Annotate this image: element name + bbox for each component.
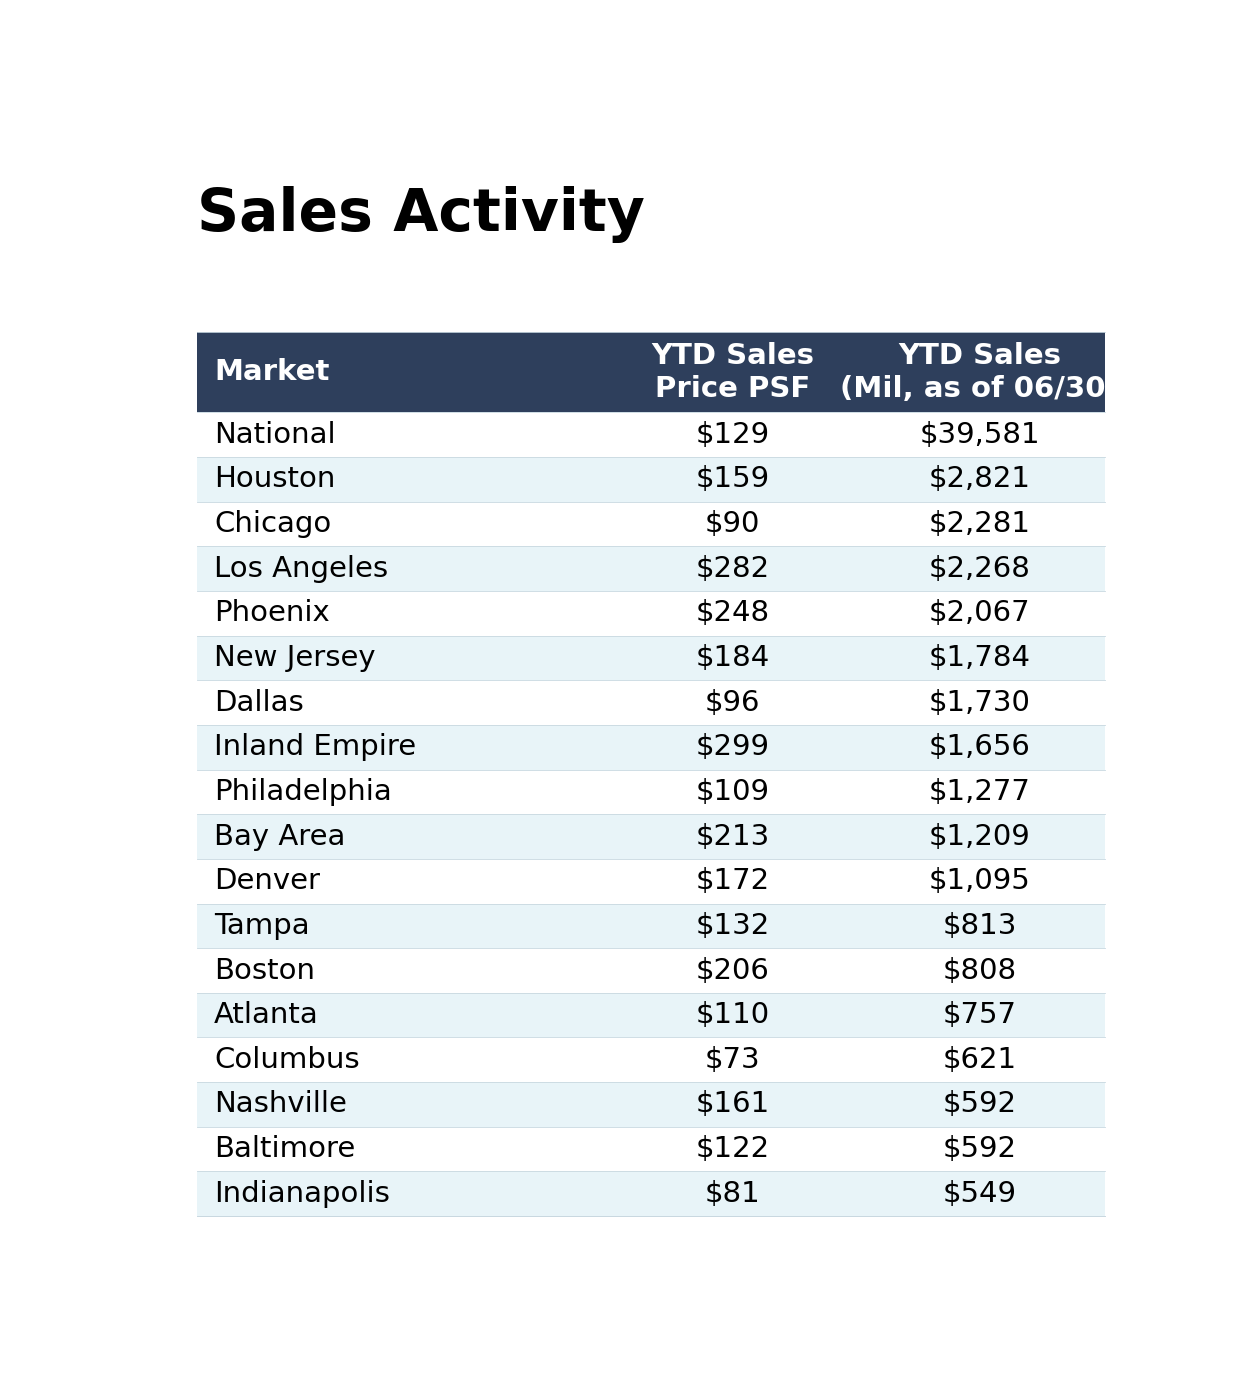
Text: $213: $213 (696, 823, 770, 851)
Text: National: National (214, 421, 335, 448)
Text: Houston: Houston (214, 465, 335, 493)
Bar (197, 591, 1105, 636)
Text: YTD Sales
Price PSF: YTD Sales Price PSF (651, 341, 814, 403)
Text: Boston: Boston (214, 956, 315, 984)
Text: $159: $159 (696, 465, 770, 493)
Text: $282: $282 (696, 555, 770, 583)
Bar (197, 1037, 1105, 1083)
Text: $248: $248 (696, 600, 770, 627)
Bar (197, 680, 1105, 725)
Text: $2,821: $2,821 (929, 465, 1031, 493)
Text: Inland Empire: Inland Empire (214, 733, 416, 761)
Bar (197, 769, 1105, 815)
Text: $621: $621 (942, 1045, 1017, 1074)
Text: Nashville: Nashville (214, 1091, 346, 1119)
Text: $109: $109 (696, 777, 770, 806)
Text: $1,277: $1,277 (929, 777, 1031, 806)
Text: Sales Activity: Sales Activity (197, 186, 644, 243)
Text: Philadelphia: Philadelphia (214, 777, 392, 806)
Bar (197, 501, 1105, 547)
Text: $2,268: $2,268 (929, 555, 1031, 583)
Text: $1,656: $1,656 (929, 733, 1031, 761)
Text: Dallas: Dallas (214, 688, 304, 716)
Text: $122: $122 (696, 1135, 770, 1163)
Text: Market: Market (214, 358, 330, 386)
Text: $206: $206 (696, 956, 770, 984)
Text: $592: $592 (942, 1091, 1017, 1119)
Text: Baltimore: Baltimore (214, 1135, 355, 1163)
Text: $39,581: $39,581 (920, 421, 1041, 448)
Text: Columbus: Columbus (214, 1045, 360, 1074)
Text: $161: $161 (696, 1091, 770, 1119)
Text: $96: $96 (704, 688, 760, 716)
Bar (197, 904, 1105, 948)
Text: Phoenix: Phoenix (214, 600, 330, 627)
Bar (197, 332, 1105, 412)
Text: $81: $81 (704, 1180, 760, 1208)
Text: Denver: Denver (214, 868, 320, 895)
Text: $172: $172 (696, 868, 770, 895)
Text: $592: $592 (942, 1135, 1017, 1163)
Bar (197, 457, 1105, 501)
Bar (197, 948, 1105, 992)
Bar (197, 859, 1105, 904)
Text: $1,784: $1,784 (929, 644, 1031, 672)
Bar (197, 1171, 1105, 1216)
Text: $90: $90 (704, 509, 760, 539)
Text: $757: $757 (942, 1001, 1017, 1029)
Text: $184: $184 (696, 644, 770, 672)
Bar (197, 992, 1105, 1037)
Bar (197, 636, 1105, 680)
Text: $813: $813 (942, 912, 1017, 940)
Text: Indianapolis: Indianapolis (214, 1180, 391, 1208)
Bar (197, 815, 1105, 859)
Text: New Jersey: New Jersey (214, 644, 375, 672)
Bar (197, 412, 1105, 457)
Text: $299: $299 (696, 733, 770, 761)
Text: $2,067: $2,067 (929, 600, 1031, 627)
Text: $129: $129 (696, 421, 770, 448)
Text: Atlanta: Atlanta (214, 1001, 319, 1029)
Text: $110: $110 (696, 1001, 770, 1029)
Text: Tampa: Tampa (214, 912, 310, 940)
Text: Chicago: Chicago (214, 509, 331, 539)
Text: YTD Sales
(Mil, as of 06/30): YTD Sales (Mil, as of 06/30) (840, 341, 1119, 403)
Text: $132: $132 (696, 912, 770, 940)
Text: Los Angeles: Los Angeles (214, 555, 388, 583)
Text: Bay Area: Bay Area (214, 823, 345, 851)
Text: $808: $808 (942, 956, 1017, 984)
Bar (197, 1127, 1105, 1171)
Bar (197, 547, 1105, 591)
Text: $2,281: $2,281 (929, 509, 1031, 539)
Bar (197, 725, 1105, 769)
Text: $1,209: $1,209 (929, 823, 1031, 851)
Text: $549: $549 (942, 1180, 1017, 1208)
Text: $1,095: $1,095 (929, 868, 1031, 895)
Bar (197, 1083, 1105, 1127)
Text: $73: $73 (704, 1045, 760, 1074)
Text: $1,730: $1,730 (929, 688, 1031, 716)
